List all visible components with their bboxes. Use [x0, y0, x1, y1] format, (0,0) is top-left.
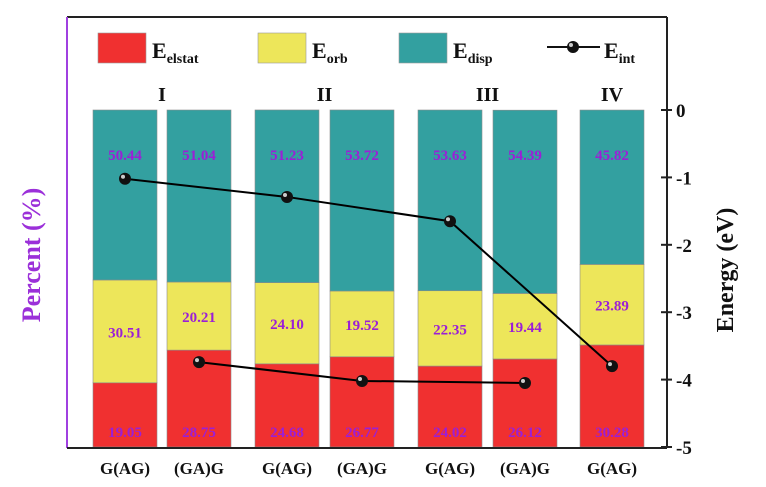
value-label-elstat: 30.28 — [595, 425, 629, 441]
value-label-elstat: 28.75 — [182, 425, 216, 441]
bar-segment-elstat — [492, 358, 558, 448]
bar-segment-elstat — [329, 356, 395, 448]
bars-layer: 19.05 30.51 50.44 G(AG) 28.75 20.21 51.04 (GA)G… — [92, 84, 645, 478]
value-label-orb: 24.10 — [270, 317, 304, 333]
right-axis-tick-label: -5 — [676, 438, 692, 459]
legend-label-int: Eint — [604, 38, 635, 67]
value-label-orb: 22.35 — [433, 322, 467, 338]
value-label-disp: 50.44 — [108, 148, 142, 164]
value-label-elstat: 26.12 — [508, 425, 542, 441]
eint-point — [444, 215, 456, 228]
category-label: (GA)G — [337, 459, 387, 478]
value-label-disp: 53.72 — [345, 148, 379, 164]
eint-point-highlight — [121, 174, 125, 179]
bar-segment-disp — [417, 109, 483, 292]
value-label-orb: 19.52 — [345, 318, 379, 334]
legend: Eelstat Eorb Edisp Eint — [97, 32, 635, 67]
bar-segment-disp — [492, 109, 558, 294]
category-label: (GA)G — [500, 459, 550, 478]
bar-segment-disp — [92, 109, 158, 281]
eint-point — [119, 172, 131, 185]
axes-layer: 0 -1 -2 -3 -4 -5 — [661, 101, 692, 459]
group-label: IV — [601, 84, 624, 106]
category-label: G(AG) — [262, 459, 312, 478]
right-axis-tick-label: -2 — [676, 236, 692, 257]
bar-segment-orb — [329, 290, 395, 358]
legend-label-elstat: Eelstat — [152, 38, 199, 67]
eint-point-highlight — [358, 376, 362, 381]
bar-segment-elstat — [254, 363, 320, 448]
bar-segment-orb — [92, 279, 158, 384]
bar-segment-disp — [579, 109, 645, 265]
legend-subscript: int — [619, 52, 636, 67]
value-label-orb: 20.21 — [182, 310, 216, 326]
value-label-elstat: 19.05 — [108, 425, 142, 441]
bar-segment-disp — [166, 109, 232, 283]
value-label-disp: 51.04 — [182, 148, 216, 164]
category-label: G(AG) — [100, 459, 150, 478]
legend-swatch-elstat — [97, 32, 147, 64]
value-label-disp: 51.23 — [270, 148, 304, 164]
eint-point — [606, 360, 618, 373]
right-axis-tick-label: -1 — [676, 168, 692, 189]
right-axis-tick-label: -3 — [676, 303, 692, 324]
bar-segment-elstat — [92, 382, 158, 448]
left-axis-label: Percent (%) — [17, 188, 46, 323]
right-axis-label: Energy (eV) — [713, 208, 739, 333]
bar-segment-disp — [329, 109, 395, 292]
legend-label-orb: Eorb — [312, 38, 348, 67]
legend-swatch-disp — [398, 32, 448, 64]
eint-point-highlight — [195, 358, 199, 363]
eint-point-highlight — [446, 217, 450, 222]
bar-segment-orb — [492, 293, 558, 360]
value-label-disp: 45.82 — [595, 148, 629, 164]
bar-segment-orb — [166, 281, 232, 351]
category-label: (GA)G — [174, 459, 224, 478]
category-label: G(AG) — [425, 459, 475, 478]
eint-point — [193, 356, 205, 369]
category-label: G(AG) — [587, 459, 637, 478]
value-label-elstat: 26.77 — [345, 425, 379, 441]
right-axis-tick-label: 0 — [676, 101, 686, 122]
legend-label-disp: Edisp — [453, 38, 493, 67]
eint-point-highlight — [608, 362, 612, 367]
bar-segment-elstat — [417, 365, 483, 448]
legend-marker-highlight — [569, 43, 573, 47]
value-label-disp: 53.63 — [433, 148, 467, 164]
eint-lines-layer — [119, 172, 618, 389]
legend-marker-int — [567, 41, 579, 53]
legend-subscript: orb — [327, 52, 348, 67]
group-label: II — [317, 84, 333, 106]
legend-subscript: disp — [468, 52, 493, 67]
eint-point — [356, 374, 368, 387]
value-label-orb: 23.89 — [595, 299, 629, 315]
right-axis-tick-label: -4 — [676, 371, 692, 392]
value-label-disp: 54.39 — [508, 148, 542, 164]
eint-point-highlight — [283, 192, 287, 197]
value-label-orb: 19.44 — [508, 320, 542, 336]
eint-point — [519, 376, 531, 389]
legend-subscript: elstat — [167, 52, 199, 67]
bar-segment-orb — [254, 282, 320, 365]
plot-frame — [66, 16, 668, 449]
eint-point-highlight — [521, 378, 525, 383]
bar-segment-orb — [417, 290, 483, 367]
group-label: III — [476, 84, 500, 106]
eint-point — [281, 190, 293, 203]
legend-swatch-orb — [257, 32, 307, 64]
eint-line — [124, 177, 613, 367]
group-label: I — [158, 84, 166, 106]
value-label-elstat: 24.02 — [433, 425, 467, 441]
value-label-orb: 30.51 — [108, 325, 142, 341]
bar-segment-orb — [579, 264, 645, 346]
value-label-elstat: 24.68 — [270, 425, 304, 441]
